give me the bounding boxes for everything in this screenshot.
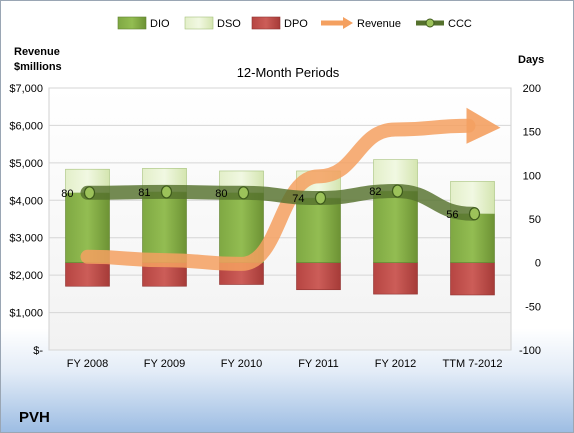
ccc-point: [237, 186, 250, 200]
left-tick-label: $7,000: [9, 83, 43, 95]
dio-bar: [450, 213, 495, 263]
ccc-data-label: 56: [446, 209, 458, 221]
dio-bar: [373, 190, 418, 263]
ccc-data-label: 80: [215, 188, 227, 200]
legend-marker-ccc: [425, 18, 435, 28]
left-tick-label: $2,000: [9, 270, 43, 282]
x-axis: FY 2008 FY 2009 FY 2010 FY 2011 FY 2012 TTM 7…: [67, 358, 503, 370]
ccc-data-label: 80: [61, 188, 73, 200]
left-tick-label: $6,000: [9, 120, 43, 132]
legend-label-dso: DSO: [217, 18, 241, 30]
left-tick-label: $3,000: [9, 233, 43, 245]
left-tick-label: $1,000: [9, 308, 43, 320]
left-axis-title-line2: $millions: [14, 61, 62, 73]
right-tick-label: 100: [523, 170, 541, 182]
ccc-series: 80 81 80 74 82 56: [61, 184, 481, 221]
legend-label-revenue: Revenue: [357, 18, 401, 30]
chart-title: 12-Month Periods: [237, 65, 340, 80]
ccc-point: [160, 185, 173, 199]
ccc-line: [80, 184, 480, 221]
revenue-line: [80, 118, 476, 271]
ccc-point: [391, 184, 404, 198]
ccc-point: [468, 207, 481, 221]
right-axis-title: Days: [518, 54, 544, 66]
right-tick-label: 150: [523, 127, 541, 139]
ccc-point: [83, 186, 96, 200]
dpo-bar: [450, 262, 495, 296]
left-tick-label: $4,000: [9, 195, 43, 207]
category-label: FY 2009: [144, 358, 185, 370]
left-axis-title-line1: Revenue: [14, 46, 60, 58]
revenue-series: [80, 107, 501, 271]
legend-swatch-dio: [117, 16, 147, 30]
left-tick-label: $5,000: [9, 158, 43, 170]
right-tick-label: -100: [519, 345, 541, 357]
legend-label-dio: DIO: [150, 18, 170, 30]
category-label: TTM 7-2012: [443, 358, 503, 370]
legend-label-ccc: CCC: [448, 18, 472, 30]
dpo-bar: [373, 262, 418, 295]
dpo-bar: [65, 262, 110, 287]
category-label: FY 2011: [298, 358, 339, 370]
legend-arrowhead-revenue: [343, 17, 353, 29]
dpo-bar: [296, 262, 341, 291]
right-axis: -100 -50 0 50 100 150 200: [519, 83, 541, 357]
left-axis: $- $1,000 $2,000 $3,000 $4,000 $5,000 $6,000 $7…: [9, 83, 43, 357]
ccc-data-label: 82: [369, 186, 381, 198]
category-label: FY 2010: [221, 358, 262, 370]
left-tick-label: $-: [33, 345, 43, 357]
legend: DIO DSO DPO Revenue CCC: [117, 16, 472, 30]
legend-swatch-dpo: [251, 16, 281, 30]
right-tick-label: 50: [529, 214, 541, 226]
company-name: PVH: [19, 409, 50, 426]
right-tick-label: -50: [525, 301, 541, 313]
ccc-data-label: 81: [138, 187, 150, 199]
dio-bar: [296, 197, 341, 263]
right-tick-label: 0: [535, 258, 541, 270]
legend-swatch-dso: [184, 16, 214, 30]
dio-bar: [142, 191, 187, 263]
revenue-arrowhead: [466, 107, 501, 144]
right-tick-label: 200: [523, 83, 541, 95]
legend-label-dpo: DPO: [284, 18, 308, 30]
category-label: FY 2012: [375, 358, 416, 370]
ccc-data-label: 74: [292, 193, 304, 205]
category-label: FY 2008: [67, 358, 108, 370]
ccc-point: [314, 191, 327, 205]
